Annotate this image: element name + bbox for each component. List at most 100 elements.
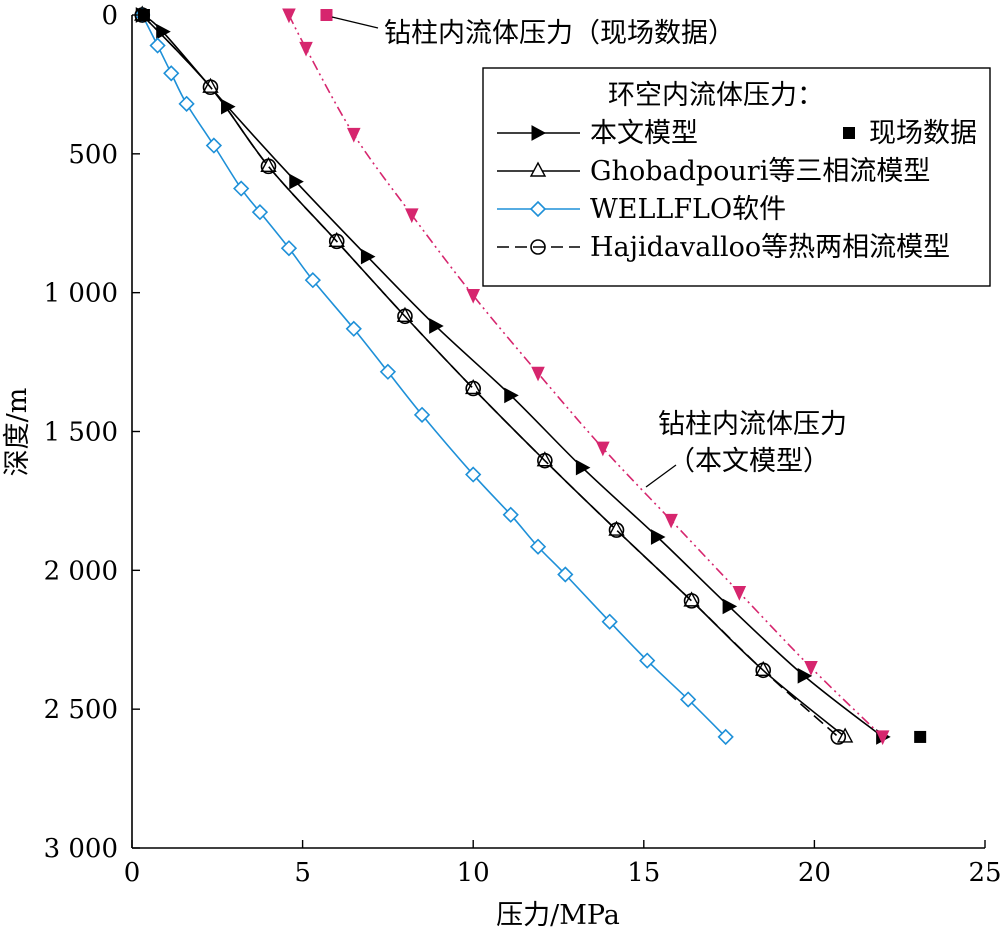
series-wellflo-point	[251, 204, 269, 221]
series-wellflo-point	[178, 95, 195, 112]
series-this_model-point	[650, 529, 666, 545]
series-drill_string-point	[596, 441, 610, 457]
drill-field-leader-line	[331, 16, 379, 29]
series-drill_string-point	[466, 288, 480, 304]
drill-model-annotation-line2: （本文模型）	[668, 446, 830, 477]
series-wellflo-point	[233, 180, 250, 197]
legend-title: 环空内流体压力：	[608, 80, 824, 111]
series-wellflo-point	[639, 652, 656, 669]
series-wellflo-point	[557, 566, 574, 583]
series-wellflo-point	[280, 240, 298, 257]
series-this_model-point	[360, 248, 376, 265]
series-ghobadpouri-point	[465, 378, 482, 395]
series-wellflo-point	[379, 363, 397, 380]
drill-model-leader-line	[645, 464, 677, 488]
y-axis-label: 深度/m	[2, 388, 33, 477]
series-ghobadpouri-point	[755, 660, 772, 676]
y-tick-label: 3 000	[44, 834, 118, 864]
legend-marker-this_model	[531, 125, 547, 141]
y-tick-label: 1 000	[44, 279, 118, 309]
y-tick-label: 0	[101, 1, 118, 31]
x-tick-label: 10	[457, 858, 490, 888]
series-hajidavalloo-point	[328, 233, 345, 250]
legend-label-hajidavalloo: Hajidavalloo等热两相流模型	[590, 232, 950, 263]
series-ghobadpouri-point	[683, 591, 700, 607]
series-wellflo-point	[529, 538, 547, 555]
legend-marker-wellflo	[529, 200, 547, 218]
series-this_model-point	[289, 173, 304, 190]
series-hajidavalloo-point	[260, 158, 277, 175]
series-ghobadpouri-point	[328, 231, 345, 247]
x-tick-label: 25	[968, 858, 1000, 888]
legend: 环空内流体压力： 本文模型 Ghobadpouri等三相流模型 WELLFLO软件 H…	[482, 67, 991, 287]
x-tick-label: 20	[798, 858, 831, 888]
series-drill_string-point	[346, 127, 361, 143]
series-annulus_field-point	[137, 9, 150, 21]
series-ghobadpouri-point	[396, 306, 414, 322]
series-this_model-point	[504, 387, 519, 404]
series-layer	[134, 5, 927, 746]
legend-label-this_model: 本文模型	[590, 118, 698, 149]
x-tick-label: 0	[124, 858, 141, 888]
series-wellflo-point	[163, 65, 180, 82]
series-this_model-point	[156, 23, 171, 40]
y-tick-label: 500	[68, 140, 118, 170]
x-tick-label: 5	[294, 858, 311, 888]
drill-model-annotation-line1: 钻柱内流体压力	[658, 409, 847, 440]
series-hajidavalloo-point	[755, 662, 772, 679]
series-drill_string-point	[405, 208, 419, 224]
series-ghobadpouri-point	[608, 520, 625, 536]
series-drill_string-point	[282, 8, 296, 24]
series-drill_field	[320, 9, 333, 21]
legend-marker-field-data	[843, 127, 855, 139]
series-wellflo-point	[205, 137, 223, 154]
series-wellflo-point	[149, 37, 166, 54]
series-this_model-point	[797, 668, 813, 684]
series-this_model-point	[575, 459, 591, 476]
x-axis-label: 压力/MPa	[496, 900, 620, 931]
series-wellflo-point	[601, 613, 618, 630]
series-drill_string-point	[531, 366, 545, 382]
series-drill_string-point	[299, 41, 313, 57]
series-wellflo-point	[680, 691, 697, 708]
series-hajidavalloo-point	[608, 522, 625, 538]
drill-field-annotation: 钻柱内流体压力（现场数据）	[384, 18, 735, 49]
series-this_model	[135, 7, 891, 745]
legend-box	[482, 67, 991, 287]
series-drill_string-point	[664, 513, 678, 529]
legend-label-ghobadpouri: Ghobadpouri等三相流模型	[590, 156, 930, 187]
legend-label-field-data: 现场数据	[869, 118, 977, 149]
series-hajidavalloo-point	[830, 729, 847, 745]
series-drill_string-point	[875, 730, 890, 746]
series-ghobadpouri	[134, 5, 854, 743]
series-wellflo-point	[717, 728, 734, 746]
series-drill_string	[282, 8, 890, 746]
series-hajidavalloo-point	[202, 79, 219, 95]
series-ghobadpouri-point	[202, 77, 219, 93]
series-hajidavalloo-point	[683, 593, 700, 609]
legend-marker-hajidavalloo	[530, 239, 546, 255]
series-ghobadpouri-point	[260, 156, 277, 173]
series-drill_string-point	[732, 586, 747, 601]
series-this_model-point	[722, 598, 738, 615]
ticks: 0 5 10 15 20 25 0 500 1 000 1 500 2 000 2 500 3 000	[44, 1, 1000, 888]
series-wellflo-point	[304, 272, 321, 289]
annotations: 钻柱内流体压力（现场数据） 钻柱内流体压力 （本文模型）	[331, 16, 847, 488]
x-tick-label: 15	[627, 858, 660, 888]
series-wellflo-point	[502, 506, 519, 523]
legend-marker-ghobadpouri	[529, 161, 547, 177]
y-tick-label: 1 500	[44, 418, 118, 448]
series-hajidavalloo-point	[397, 308, 413, 325]
series-annulus_field-point	[914, 730, 927, 743]
series-hajidavalloo-point	[465, 380, 482, 397]
series-annulus_field	[137, 9, 927, 743]
series-wellflo-point	[413, 406, 431, 423]
series-wellflo-point	[345, 320, 362, 337]
series-hajidavalloo-line	[141, 14, 839, 738]
y-tick-label: 2 000	[44, 556, 118, 586]
series-hajidavalloo-point	[537, 452, 553, 469]
series-drill_field-point	[320, 9, 333, 21]
series-this_model-point	[429, 318, 444, 334]
series-wellflo-point	[465, 466, 482, 483]
